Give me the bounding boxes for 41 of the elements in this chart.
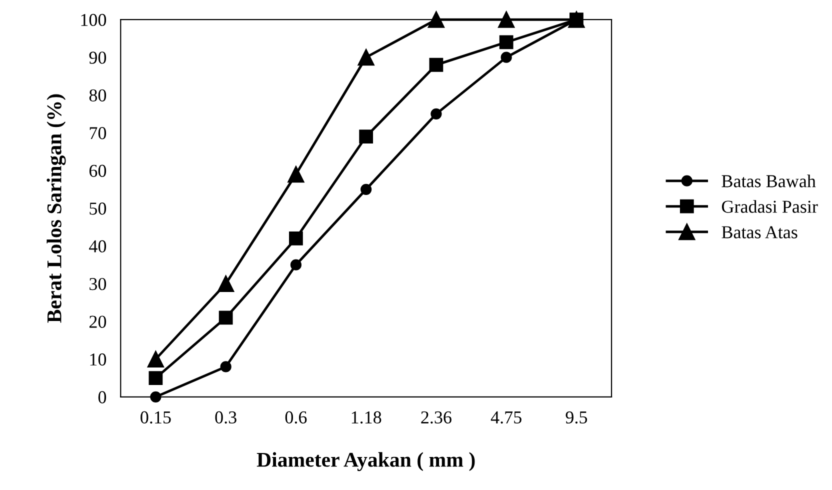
point (429, 58, 444, 72)
point (358, 48, 374, 66)
y-axis-title: Berat Lolos Saringan (%) (46, 94, 66, 323)
point (428, 11, 445, 28)
point (150, 391, 162, 402)
point (217, 275, 234, 292)
point (290, 259, 302, 270)
y-tick-label: 70 (90, 127, 106, 140)
legend-label: Batas Atas (722, 226, 798, 238)
point (288, 166, 304, 183)
x-tick-label: 0.3 (215, 411, 236, 424)
y-tick-label: 60 (89, 164, 106, 177)
legend-label: Gradasi Pasir (722, 200, 818, 213)
point (359, 130, 374, 144)
y-tick-label: 100 (81, 14, 106, 26)
y-tick-label: 80 (89, 89, 106, 102)
y-tick-label: 10 (90, 353, 106, 366)
x-tick-label: 4.75 (490, 411, 522, 424)
y-tick-label: 0 (98, 391, 106, 404)
legend-label: Batas Bawah (722, 174, 816, 188)
y-tick-label: 30 (90, 278, 106, 290)
x-tick-label: 2.36 (421, 411, 452, 424)
x-tick-label: 1.18 (352, 411, 382, 424)
x-tick-label: 0.15 (140, 411, 171, 424)
x-tick-label: 9.5 (566, 411, 588, 424)
point (499, 35, 514, 50)
x-axis-title: Diameter Ayakan ( mm ) (256, 452, 475, 472)
point (500, 52, 512, 63)
point (220, 361, 232, 372)
y-tick-label: 50 (90, 202, 106, 215)
y-tick-label: 20 (89, 316, 106, 328)
point (218, 310, 233, 325)
point (430, 108, 442, 120)
point (289, 231, 303, 246)
point (148, 371, 163, 385)
y-tick-label: 90 (89, 52, 106, 64)
y-tick-label: 40 (89, 240, 106, 252)
point (498, 11, 515, 28)
x-tick-label: 0.6 (285, 411, 307, 424)
point (147, 350, 164, 368)
point (360, 184, 372, 195)
